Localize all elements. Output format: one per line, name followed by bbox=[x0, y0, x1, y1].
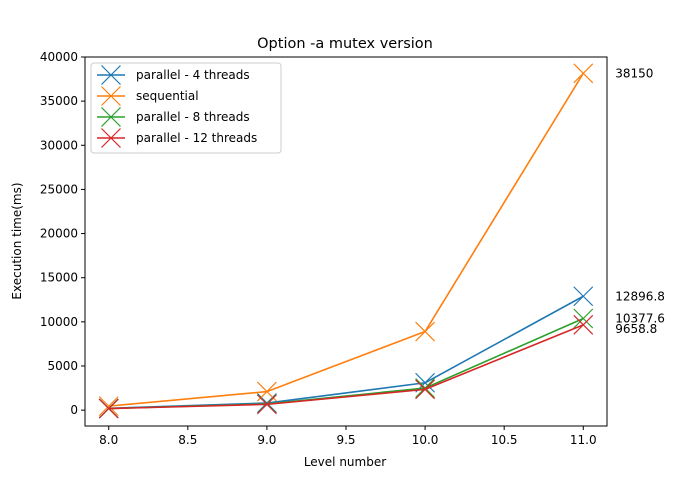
y-tick-label: 20000 bbox=[40, 227, 78, 241]
legend-label: sequential bbox=[136, 89, 199, 103]
legend-marker bbox=[101, 107, 121, 127]
y-tick-label: 40000 bbox=[40, 50, 78, 64]
series-4-point-stroke-b bbox=[415, 379, 436, 400]
value-annotation: 38150 bbox=[615, 66, 653, 80]
series-2-point bbox=[573, 63, 594, 84]
y-tick-label: 5000 bbox=[47, 359, 78, 373]
plot-area: 8.0 8.5 9.0 9.5 10.0 10.5 11.0 0 5000 10000 15000 2… bbox=[40, 50, 665, 447]
series-2-point-stroke-b bbox=[98, 396, 119, 417]
value-annotation: 10377.6 bbox=[615, 311, 665, 325]
x-tick-label: 10.0 bbox=[412, 433, 439, 447]
y-tick-label: 10000 bbox=[40, 315, 78, 329]
value-annotation: 12896.8 bbox=[615, 289, 665, 303]
series-2-point-stroke-b bbox=[573, 63, 594, 84]
legend-box bbox=[90, 62, 282, 154]
series-1-point bbox=[573, 286, 594, 307]
chart-title: Option -a mutex version bbox=[257, 36, 433, 52]
series-3-point bbox=[573, 308, 594, 329]
series-4-point-stroke-b bbox=[98, 398, 119, 419]
value-annotation: 9658.8 bbox=[615, 322, 657, 336]
x-tick-label: 8.5 bbox=[178, 433, 197, 447]
series-4-point bbox=[573, 314, 594, 335]
y-tick-label: 30000 bbox=[40, 138, 78, 152]
series-1-point-stroke-b bbox=[256, 393, 277, 413]
series-line-2 bbox=[108, 72, 584, 407]
y-tick-label: 0 bbox=[70, 403, 78, 417]
legend-label: parallel - 8 threads bbox=[136, 110, 250, 124]
series-4-point-stroke-b bbox=[256, 394, 277, 415]
x-tick-label: 10.5 bbox=[491, 433, 518, 447]
legend-marker-stroke-b bbox=[101, 128, 121, 148]
series-1-point bbox=[256, 393, 277, 413]
series-3-point-stroke-b bbox=[415, 378, 436, 398]
legend-marker bbox=[101, 65, 121, 85]
series-2-point bbox=[415, 321, 436, 342]
x-axis-title: Level number bbox=[304, 455, 386, 469]
legend: parallel - 4 threads sequential parallel -… bbox=[90, 62, 282, 154]
series-4-point bbox=[256, 394, 277, 415]
x-tick-label: 11.0 bbox=[570, 433, 597, 447]
series-4-point bbox=[98, 398, 119, 419]
series-3-point bbox=[415, 378, 436, 398]
series-2-point-stroke-b bbox=[415, 321, 436, 342]
series-line-4 bbox=[108, 324, 584, 410]
legend-label: parallel - 12 threads bbox=[136, 131, 257, 145]
series-2-point bbox=[98, 396, 119, 417]
legend-marker-stroke-b bbox=[101, 86, 121, 106]
legend-marker-stroke-b bbox=[101, 65, 121, 85]
series-4-point bbox=[415, 379, 436, 400]
legend-marker bbox=[101, 86, 121, 106]
x-tick-label: 8.0 bbox=[99, 433, 118, 447]
legend-marker bbox=[101, 128, 121, 148]
x-tick-label: 9.0 bbox=[257, 433, 276, 447]
y-tick-label: 25000 bbox=[40, 182, 78, 196]
series-3-point-stroke-b bbox=[573, 308, 594, 329]
legend-label: parallel - 4 threads bbox=[136, 68, 250, 82]
x-tick-label: 9.5 bbox=[336, 433, 355, 447]
y-tick-label: 35000 bbox=[40, 94, 78, 108]
series-1-point-stroke-b bbox=[573, 286, 594, 307]
series-4-point-stroke-b bbox=[573, 314, 594, 335]
y-axis-title: Execution time(ms) bbox=[10, 182, 24, 299]
y-tick-label: 15000 bbox=[40, 271, 78, 285]
legend-marker-stroke-b bbox=[101, 107, 121, 127]
